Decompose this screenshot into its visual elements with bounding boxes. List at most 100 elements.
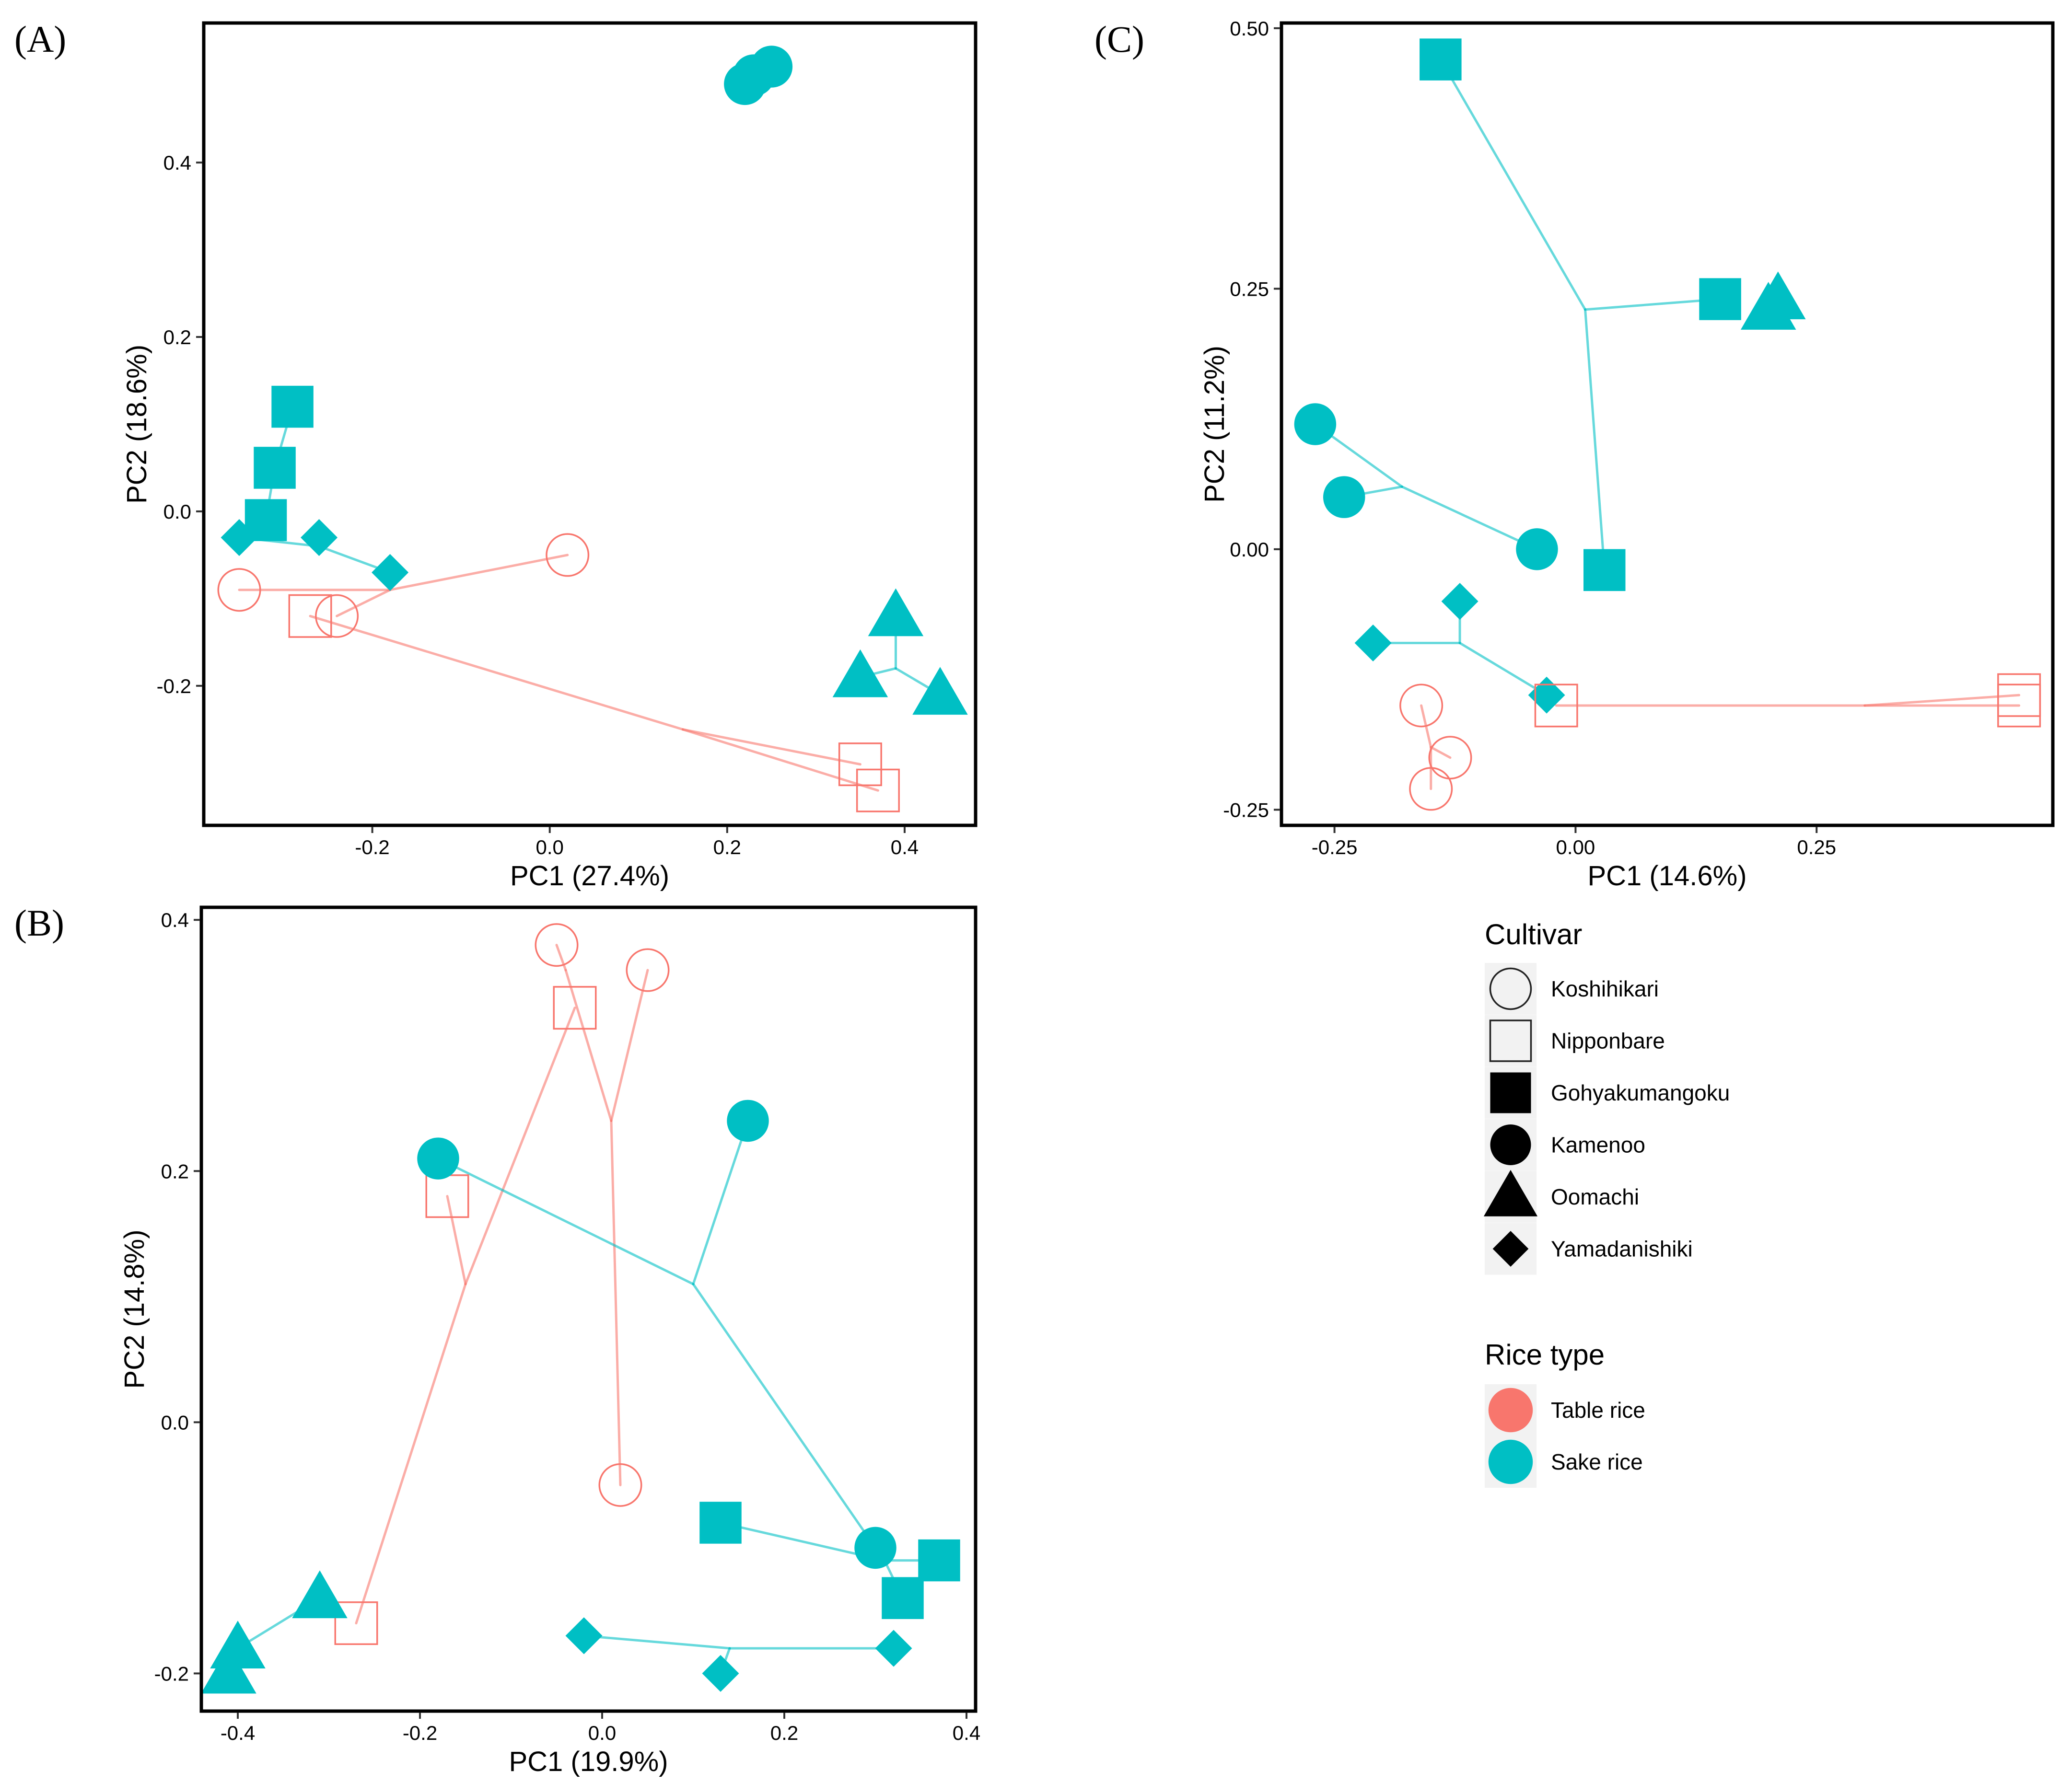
point-koshihikari	[315, 594, 359, 638]
y-tick-label: -0.2	[154, 1662, 189, 1685]
y-tick-label: 0.50	[1230, 17, 1269, 40]
y-tick-label: 0.25	[1230, 278, 1269, 300]
point-yamadanishiki	[565, 1617, 603, 1655]
panel-c: (C) -0.25 0.00 0.25 -0.25 0.00 0.25 0.50 PC1 (14…	[1094, 17, 2055, 892]
point-yamadanishiki	[1528, 676, 1565, 714]
point-koshihikari	[1409, 767, 1453, 811]
tree-edge	[389, 554, 569, 591]
panel-a: (A) -0.2 0.0 0.2 0.4 -0.2 0.0 0.2 0.4 PC1 (27.4%)…	[14, 18, 978, 892]
point-gohyakumangoku	[271, 385, 314, 428]
legend-key-bg	[1485, 963, 1537, 1015]
point-koshihikari	[598, 1463, 642, 1507]
x-axis-title: PC1 (27.4%)	[510, 860, 669, 892]
point-nipponbare	[1534, 683, 1578, 728]
x-tick-label: -0.4	[221, 1722, 255, 1744]
point-yamadanishiki	[702, 1655, 739, 1692]
y-tick-label: 0.4	[161, 909, 189, 931]
point-oomachi	[868, 588, 924, 637]
tree-edge	[437, 1157, 695, 1285]
point-yamadanishiki	[1441, 583, 1478, 620]
tree-edge	[681, 728, 861, 766]
point-nipponbare	[288, 594, 332, 638]
point-kamenoo	[854, 1527, 896, 1569]
x-tick-label: -0.2	[403, 1722, 437, 1744]
panel-label: (A)	[14, 18, 66, 60]
legend: Cultivar Koshihikari Nipponbare Gohyakumang…	[1483, 918, 1730, 1488]
tree-edge	[1430, 746, 1452, 759]
point-yamadanishiki	[875, 1630, 912, 1667]
point-oomachi	[912, 667, 968, 715]
plot-frame	[1280, 21, 2055, 827]
legend-key-oomachi	[1483, 1169, 1538, 1216]
tree-edge	[336, 589, 392, 617]
legend-key-bg	[1485, 1015, 1537, 1067]
legend-title-cultivar: Cultivar	[1485, 918, 1582, 950]
panel-label: (C)	[1094, 18, 1144, 60]
x-tick-label: 0.4	[953, 1722, 980, 1744]
legend-key-kamenoo	[1490, 1124, 1531, 1165]
point-koshihikari	[535, 923, 579, 967]
legend-key-gohyakumangoku	[1490, 1072, 1531, 1113]
plot-frame	[202, 21, 978, 827]
point-kamenoo	[727, 1100, 769, 1142]
point-koshihikari	[1399, 683, 1443, 728]
x-tick-label: -0.2	[355, 836, 389, 858]
point-yamadanishiki	[301, 519, 338, 556]
y-tick-label: -0.25	[1223, 799, 1269, 821]
point-kamenoo	[750, 46, 793, 88]
y-tick-label: 0.2	[161, 1160, 189, 1182]
tree-edge	[1400, 485, 1538, 551]
y-tick-label: -0.2	[157, 675, 191, 697]
x-tick-label: 0.2	[770, 1722, 798, 1744]
point-kamenoo	[1294, 403, 1337, 445]
point-gohyakumangoku	[1699, 278, 1741, 320]
tree-edge	[464, 1007, 576, 1285]
point-koshihikari	[546, 533, 590, 577]
y-axis-title: PC2 (11.2%)	[1199, 346, 1230, 503]
tree-edge	[692, 1283, 877, 1549]
point-kamenoo	[1323, 476, 1365, 518]
x-tick-label: -0.25	[1312, 836, 1358, 858]
point-kamenoo	[1516, 528, 1558, 570]
point-nipponbare	[1997, 683, 2041, 728]
legend-key-table-rice	[1488, 1388, 1533, 1433]
x-tick-label: 0.4	[891, 836, 919, 858]
x-axis-title: PC1 (14.6%)	[1587, 860, 1746, 892]
point-nipponbare	[856, 768, 900, 812]
legend-key-sake-rice	[1488, 1439, 1533, 1484]
legend-label-sake-rice: Sake rice	[1551, 1449, 1643, 1474]
point-oomachi	[292, 1570, 348, 1619]
legend-key-koshihikari	[1489, 967, 1532, 1010]
point-yamadanishiki	[372, 554, 409, 591]
tree-edge	[610, 1119, 622, 1486]
legend-label-table-rice: Table rice	[1551, 1398, 1645, 1423]
panel-label: (B)	[14, 902, 64, 944]
tree-edge	[681, 728, 879, 792]
x-tick-label: 0.2	[713, 836, 741, 858]
point-yamadanishiki	[221, 519, 258, 556]
point-gohyakumangoku	[918, 1539, 960, 1582]
legend-label-kamenoo: Kamenoo	[1551, 1133, 1645, 1158]
point-oomachi	[832, 649, 888, 697]
point-nipponbare	[334, 1601, 378, 1645]
point-koshihikari	[1428, 736, 1472, 780]
legend-label-koshihikari: Koshihikari	[1551, 976, 1659, 1001]
x-tick-label: 0.00	[1556, 836, 1595, 858]
y-tick-label: 0.0	[163, 500, 191, 523]
point-gohyakumangoku	[1420, 38, 1462, 81]
legend-key-nipponbare	[1489, 1019, 1532, 1062]
tree-edge	[309, 614, 684, 731]
tree-edge	[1458, 642, 1548, 696]
tree-edge	[1863, 694, 2021, 707]
point-oomachi	[210, 1621, 266, 1668]
point-gohyakumangoku	[882, 1577, 924, 1619]
panel-b: (B) -0.4 -0.2 0.0 0.2 0.4 -0.2 0.0 0.2 0.4 PC1 (19…	[14, 902, 980, 1777]
x-tick-label: 0.0	[588, 1722, 616, 1744]
point-koshihikari	[626, 948, 670, 992]
legend-label-gohyakumangoku: Gohyakumangoku	[1551, 1080, 1730, 1105]
y-tick-label: 0.0	[161, 1411, 189, 1434]
point-gohyakumangoku	[254, 447, 296, 489]
tree-edge	[610, 969, 649, 1122]
tree-edge	[582, 1634, 731, 1650]
y-tick-label: 0.00	[1230, 538, 1269, 561]
